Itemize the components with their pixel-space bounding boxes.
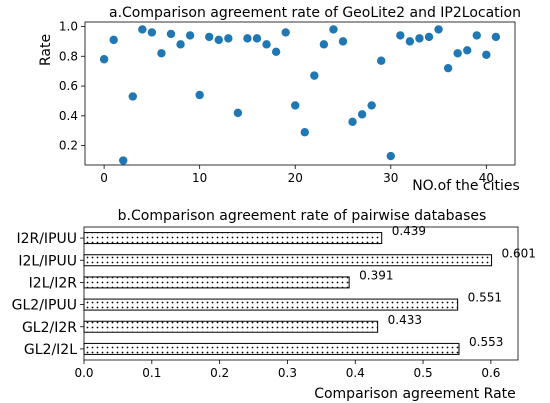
chart-b-bar [83,342,460,355]
chart-a-point [310,71,319,80]
chart-b-x-tick-label: 0.4 [346,366,365,380]
chart-a-point [443,63,453,73]
chart-a-point [377,56,386,65]
chart-a-x-tick-label: 10 [192,171,207,185]
chart-a-point [147,28,157,37]
chart-a-y-tick-label: 0.6 [59,79,78,93]
chart-a-point [205,32,214,42]
chart-a-point [166,29,176,39]
chart-b-bar [83,320,379,333]
chart-a-point [463,46,472,55]
chart-b-data-label: 0.551 [468,291,502,305]
chart-a-x-tick-label: 40 [479,171,494,185]
chart-a-title: a.Comparison agreement rate of GeoLite2 … [109,5,521,21]
chart-a-point [109,35,118,45]
chart-a-point [357,110,367,119]
chart-b: b.Comparison agreement rate of pairwise … [12,208,536,402]
chart-b-bar [83,232,383,245]
chart-b-frame [83,226,519,361]
chart-a-point [119,156,128,165]
chart-a-y-tick-label: 0.4 [59,109,78,123]
chart-a-points [99,25,501,165]
chart-a-point [138,25,147,34]
chart-b-bars: 0.439 0.601 0.391 0.551 0.433 0.553 [83,224,536,355]
chart-b-data-label: 0.391 [359,268,393,282]
chart-a-point [157,49,166,58]
chart-b-title: b.Comparison agreement rate of pairwise … [118,208,487,224]
chart-a-x-ticks: 0 10 20 30 40 [100,165,494,185]
chart-a-point [329,25,338,34]
chart-a-x-tick-label: 20 [288,171,303,185]
chart-b-category-label: I2R/IPUU [16,231,77,247]
chart-a: a.Comparison agreement rate of GeoLite2 … [38,5,521,194]
chart-a-point [319,40,329,49]
chart-a-point [195,90,204,100]
chart-a-point [396,31,405,40]
chart-b-x-tick-label: 0.6 [481,366,500,380]
chart-a-point [185,31,195,40]
chart-a-x-tick-label: 30 [383,171,398,185]
chart-a-xlabel: NO.of the cities [412,178,520,194]
chart-a-point [233,108,243,118]
chart-b-category-label: GL2/I2L [24,342,77,358]
chart-b-x-ticks: 0.0 0.1 0.2 0.3 0.4 0.5 0.6 [74,360,500,380]
chart-a-point [386,151,395,161]
chart-b-bar [83,254,493,267]
chart-a-ylabel: Rate [38,34,54,66]
chart-b-bar [83,298,459,311]
chart-a-point [262,40,271,49]
chart-a-point [300,128,309,137]
chart-b-xlabel: Comparison agreement Rate [314,386,516,402]
chart-a-point [224,34,233,43]
chart-a-point [424,32,434,42]
chart-a-point [472,31,481,40]
chart-a-point [214,35,223,45]
chart-b-bar [83,276,350,289]
chart-b-data-label: 0.601 [502,246,536,260]
chart-b-x-tick-label: 0.0 [74,366,93,380]
chart-a-point [367,101,376,110]
chart-a-y-tick-label: 1.0 [59,19,78,33]
chart-a-point [176,40,185,49]
chart-a-point [415,34,424,43]
chart-a-point [252,34,262,43]
chart-b-x-tick-label: 0.2 [210,366,229,380]
chart-b-category-label: GL2/IPUU [12,298,77,314]
chart-a-point [243,34,252,43]
chart-a-point [338,37,348,46]
chart-b-x-tick-label: 0.1 [142,366,161,380]
chart-b-category-label: I2L/IPUU [18,253,77,269]
chart-a-point [99,55,109,64]
chart-a-y-tick-label: 0.2 [59,139,78,153]
chart-a-point [281,28,290,37]
chart-b-category-label: GL2/I2R [22,320,77,336]
chart-b-data-label: 0.553 [469,335,503,349]
chart-a-point [482,50,491,59]
chart-a-x-tick-label: 0 [100,171,108,185]
chart-b-data-label: 0.433 [388,313,422,327]
chart-a-point [405,37,415,46]
chart-a-point [271,47,281,56]
chart-b-category-label: I2L/I2R [29,275,78,291]
chart-b-y-ticks: I2R/IPUU I2L/IPUU I2L/I2R GL2/IPUU GL2/I2R GL… [12,231,84,358]
chart-a-point [348,117,357,127]
chart-a-point [453,49,462,58]
chart-b-data-label: 0.439 [392,224,426,238]
chart-a-y-tick-label: 0.8 [59,49,78,63]
chart-a-point [491,32,501,42]
chart-a-y-ticks: 0.2 0.4 0.6 0.8 1.0 [59,19,85,153]
chart-a-frame [84,21,516,166]
chart-b-x-tick-label: 0.5 [414,366,433,380]
chart-a-point [128,92,137,101]
chart-a-point [291,101,300,110]
chart-a-point [434,25,443,34]
chart-b-x-tick-label: 0.3 [278,366,297,380]
